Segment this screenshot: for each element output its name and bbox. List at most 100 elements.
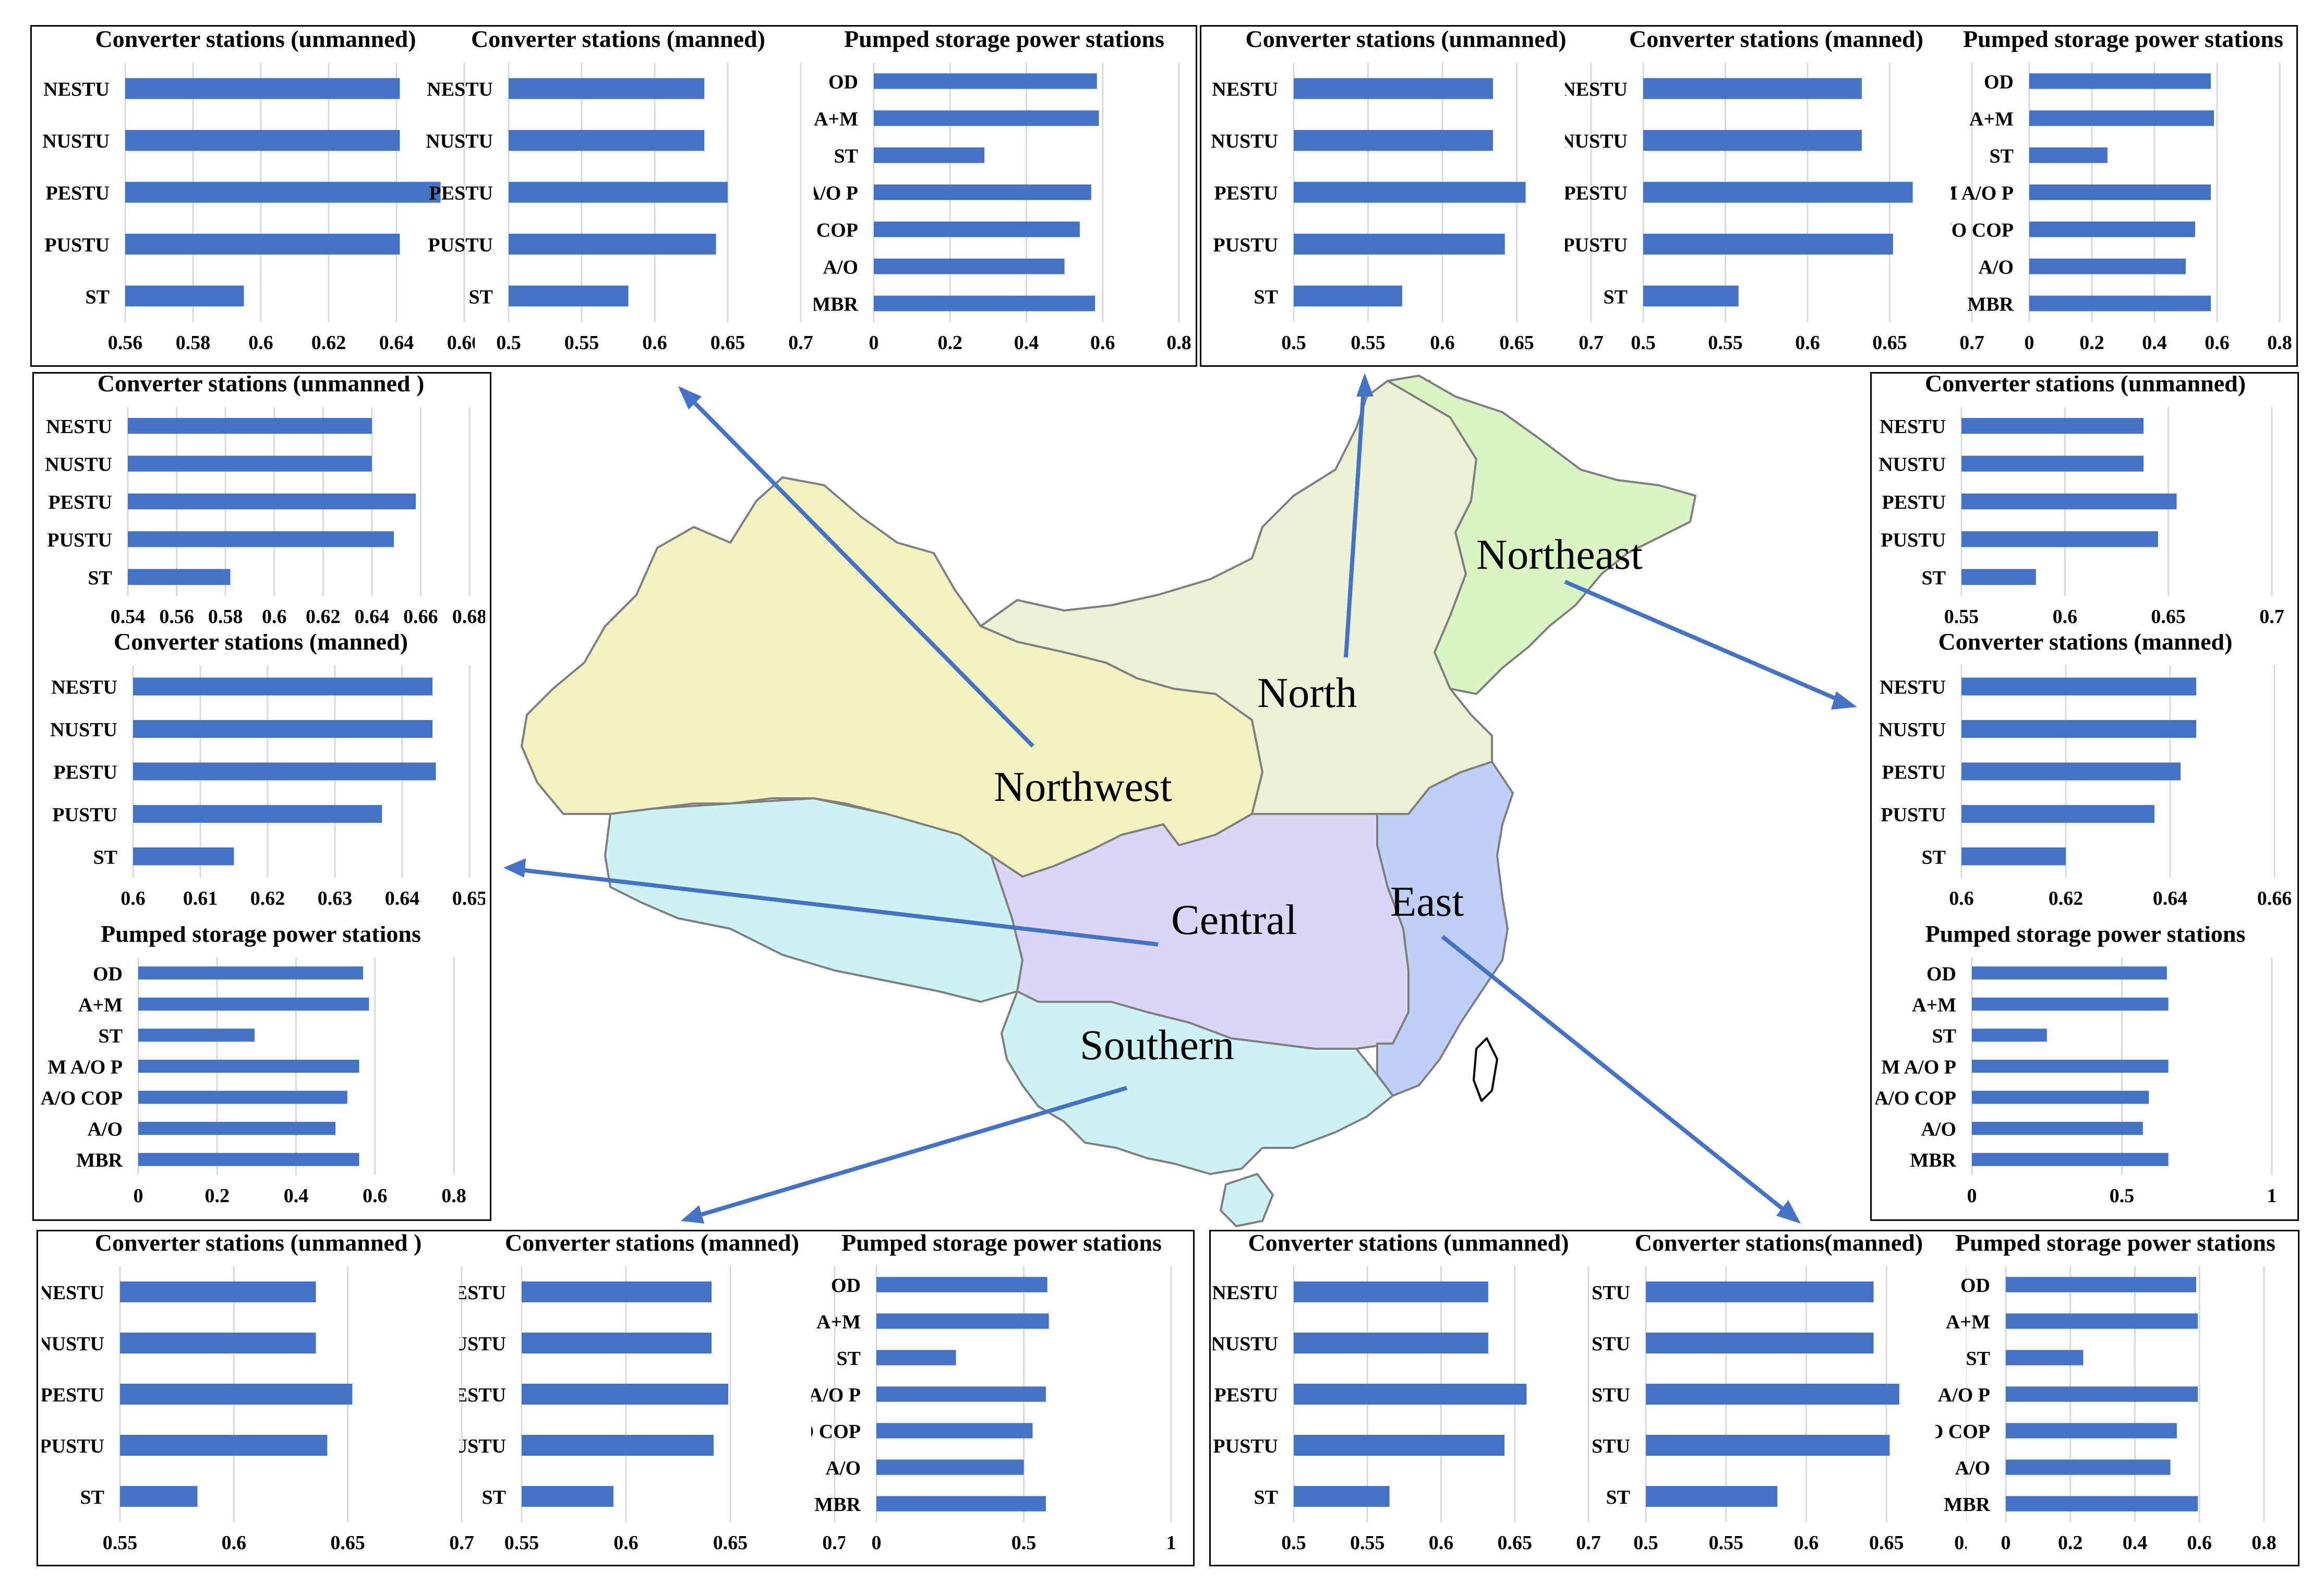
- bar-st: [1972, 1028, 2047, 1042]
- chart-title: Converter stations (unmanned): [1245, 29, 1566, 52]
- bar-st: [2006, 1350, 2084, 1365]
- x-tick-label: 0.2: [2079, 332, 2104, 354]
- bar-pestu: [1294, 1384, 1527, 1405]
- label-north: North: [1257, 669, 1357, 716]
- category-label: PESTU: [54, 762, 117, 784]
- category-label: A/O: [825, 1457, 861, 1479]
- x-tick-label: 0.62: [306, 606, 341, 628]
- category-label: MBR: [814, 294, 859, 316]
- bar-nustu: [1646, 1333, 1874, 1353]
- label-northwest: Northwest: [994, 763, 1172, 810]
- bar-nustu: [509, 130, 705, 151]
- bar-pestu: [522, 1384, 728, 1405]
- bar-pustu: [128, 531, 394, 547]
- x-tick-label: 0.55: [103, 1532, 138, 1554]
- bar-st: [1643, 285, 1739, 307]
- category-label: A/O COP: [1935, 1421, 1990, 1443]
- bar-pustu: [125, 233, 400, 255]
- x-tick-label: 0.55: [564, 332, 599, 354]
- bar-nestu: [522, 1281, 712, 1302]
- category-label: PESTU: [42, 1384, 104, 1406]
- category-label: ST: [834, 146, 858, 167]
- x-tick-label: 0.66: [447, 332, 475, 354]
- x-tick-label: 0.64: [2153, 888, 2188, 909]
- chart-title: Converter stations (unmanned ): [95, 1234, 422, 1256]
- x-tick-label: 1: [1166, 1532, 1176, 1554]
- x-tick-label: 0.65: [1498, 1532, 1533, 1554]
- bar-nustu: [1643, 130, 1862, 151]
- bar-st: [1961, 847, 2066, 866]
- category-label: NESTU: [1565, 79, 1628, 101]
- category-label: NUSTU: [1213, 1333, 1278, 1355]
- category-label: A/O COP: [811, 1421, 861, 1443]
- category-label: NESTU: [46, 416, 112, 438]
- x-tick-label: 0.62: [250, 888, 285, 909]
- x-tick-label: 0.61: [183, 888, 218, 909]
- label-central: Central: [1171, 896, 1297, 943]
- bar-st: [138, 1028, 255, 1042]
- x-tick-label: 0.6: [121, 888, 146, 909]
- category-label: MBR: [1944, 1494, 1990, 1516]
- x-tick-label: 0.6: [1949, 888, 1974, 909]
- bar-pustu: [133, 805, 382, 823]
- x-tick-label: 0.65: [330, 1532, 365, 1554]
- region-northeast-shape: [1387, 375, 1696, 695]
- category-label: PUSTU: [44, 234, 110, 256]
- x-tick-label: 0.7: [1576, 1532, 1601, 1554]
- category-label: NUSTU: [42, 1333, 104, 1355]
- x-tick-label: 0.56: [159, 606, 194, 628]
- category-label: ST: [469, 286, 493, 308]
- category-label: MBR: [76, 1149, 123, 1171]
- arrow-central: [511, 867, 1159, 946]
- bar-st: [1294, 285, 1403, 307]
- x-tick-label: 0.2: [2058, 1532, 2083, 1554]
- x-tick-label: 0.54: [111, 606, 146, 628]
- arrow-central-head: [503, 858, 526, 878]
- taiwan-island-shape: [1473, 1037, 1498, 1102]
- category-label: A/O COP: [1951, 220, 2014, 242]
- region-tibet-shape: [604, 797, 1023, 1003]
- bar-st: [874, 147, 985, 163]
- x-tick-label: 0.7: [788, 332, 813, 354]
- x-tick-label: 0.62: [311, 332, 346, 354]
- bar-st: [120, 1486, 198, 1507]
- x-tick-label: 0.64: [355, 606, 390, 628]
- category-label: A+M: [816, 1311, 861, 1333]
- category-label: MBR: [1910, 1149, 1956, 1171]
- x-tick-label: 0.4: [2142, 332, 2167, 354]
- bar-pustu: [1646, 1435, 1890, 1456]
- x-tick-label: 0.8: [2267, 332, 2292, 354]
- hainan-island-shape: [1220, 1173, 1274, 1227]
- category-label: ST: [1990, 146, 2014, 167]
- chart-e-bottom-manned: Converter stations(manned) 0.5 0.55 0.6 0.65…: [1591, 1234, 1967, 1554]
- category-label: OD: [1960, 1275, 1990, 1297]
- x-tick-label: 0.6: [2053, 606, 2078, 628]
- category-label: NESTU: [427, 79, 493, 101]
- x-tick-label: 0.7: [2259, 606, 2284, 628]
- x-tick-label: 0.5: [1631, 332, 1656, 354]
- chart-title: Converter stations (manned): [114, 634, 408, 655]
- x-tick-label: 0.66: [2257, 888, 2292, 909]
- x-tick-label: 0.8: [2251, 1532, 2277, 1554]
- bar-m-a-o-p: [874, 184, 1091, 200]
- category-label: ST: [93, 846, 117, 868]
- bar-a-o: [876, 1459, 1024, 1475]
- chart-title: Converter stations (unmanned ): [98, 376, 425, 397]
- x-tick-label: 0.65: [452, 888, 485, 909]
- x-tick-label: 0.66: [403, 606, 438, 628]
- arrow-northwest: [679, 387, 1034, 748]
- x-tick-label: 0.5: [1281, 332, 1306, 354]
- chart-s-pumped: Pumped storage power stations 0 0.5 1 OD A+M S…: [811, 1234, 1176, 1554]
- x-tick-label: 0.55: [504, 1532, 539, 1554]
- category-label: NUSTU: [426, 130, 493, 152]
- x-tick-label: 0.5: [1012, 1532, 1037, 1554]
- chart-c-manned: Converter stations (manned) 0.6 0.61 0.62 0.…: [50, 634, 485, 909]
- chart-title: Pumped storage power stations: [1963, 29, 2283, 52]
- bar-pustu: [1294, 233, 1505, 255]
- bar-a-o-cop: [874, 221, 1080, 237]
- bar-a-o-cop: [876, 1423, 1033, 1439]
- category-label: ST: [1606, 1487, 1630, 1508]
- category-label: A/O COP: [814, 220, 858, 242]
- category-label: A/O: [823, 257, 858, 279]
- x-tick-label: 0.55: [1709, 1532, 1744, 1554]
